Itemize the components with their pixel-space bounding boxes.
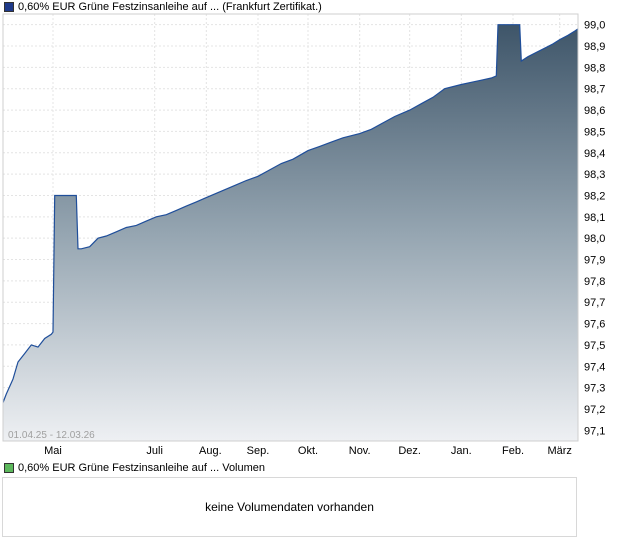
price-legend-label: 0,60% EUR Grüne Festzinsanleihe auf ... …	[18, 1, 322, 13]
x-tick-label: Juli	[146, 445, 163, 457]
x-tick-label: März	[547, 445, 571, 457]
x-tick-label: Sep.	[247, 445, 270, 457]
price-line	[3, 24, 578, 403]
y-tick-label: 98,0	[584, 233, 605, 245]
x-tick-label: Feb.	[502, 445, 524, 457]
volume-legend: 0,60% EUR Grüne Festzinsanleihe auf ... …	[4, 461, 265, 475]
y-tick-label: 99,0	[584, 20, 605, 32]
x-tick-label: Aug.	[199, 445, 222, 457]
y-tick-label: 97,7	[584, 297, 605, 309]
price-area	[3, 24, 578, 441]
x-tick-label: Dez.	[398, 445, 421, 457]
volume-legend-label: 0,60% EUR Grüne Festzinsanleihe auf ... …	[18, 462, 266, 474]
volume-chart: keine Volumendaten vorhanden	[2, 477, 577, 537]
y-tick-label: 97,6	[584, 319, 605, 331]
y-tick-label: 97,4	[584, 361, 605, 373]
x-tick-label: Nov.	[349, 445, 371, 457]
y-tick-label: 98,9	[584, 41, 605, 53]
price-chart: 97,1 97,2 97,3 97,4 97,5 97,6 97,7 97,8 97,9 98,0…	[2, 13, 605, 457]
x-tick-label: Okt.	[298, 445, 318, 457]
x-tick-label: Jan.	[451, 445, 472, 457]
y-tick-label: 98,7	[584, 84, 605, 96]
x-tick-label: Mai	[44, 445, 62, 457]
y-tick-label: 98,5	[584, 126, 605, 138]
y-tick-label: 97,5	[584, 340, 605, 352]
price-legend-swatch	[4, 2, 14, 12]
date-range-label: 01.04.25 - 12.03.26	[8, 430, 95, 441]
y-tick-label: 97,1	[584, 425, 605, 437]
y-tick-label: 97,8	[584, 276, 605, 288]
y-tick-label: 98,2	[584, 190, 605, 202]
y-tick-label: 98,1	[584, 212, 605, 224]
y-tick-label: 97,3	[584, 383, 605, 395]
y-tick-label: 98,8	[584, 62, 605, 74]
y-tick-label: 98,4	[584, 148, 605, 160]
y-tick-label: 98,6	[584, 105, 605, 117]
price-legend: 0,60% EUR Grüne Festzinsanleihe auf ... …	[4, 0, 322, 14]
volume-legend-swatch	[4, 463, 14, 473]
volume-empty-message: keine Volumendaten vorhanden	[205, 500, 374, 514]
y-tick-label: 97,2	[584, 404, 605, 416]
y-tick-label: 97,9	[584, 255, 605, 267]
y-tick-label: 98,3	[584, 169, 605, 181]
plot-frame	[2, 13, 579, 442]
